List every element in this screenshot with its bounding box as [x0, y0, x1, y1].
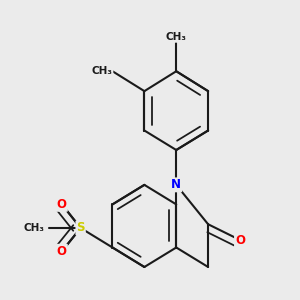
- Text: O: O: [235, 233, 245, 247]
- Text: CH₃: CH₃: [24, 223, 45, 233]
- Text: N: N: [171, 178, 181, 191]
- Text: CH₃: CH₃: [92, 66, 112, 76]
- Text: O: O: [57, 198, 67, 211]
- Text: O: O: [57, 245, 67, 258]
- Text: CH₃: CH₃: [166, 32, 187, 42]
- Text: S: S: [76, 221, 85, 235]
